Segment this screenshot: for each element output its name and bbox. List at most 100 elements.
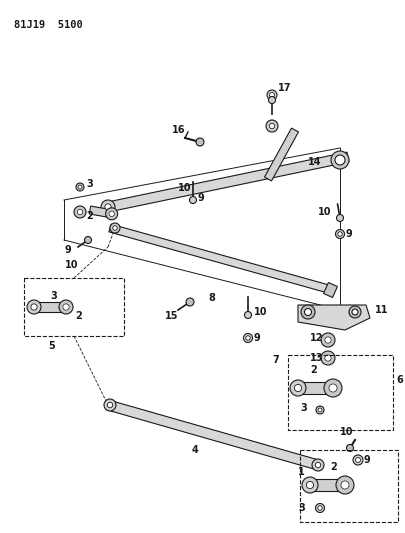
Text: 6: 6 — [395, 375, 402, 385]
Circle shape — [351, 309, 357, 315]
Text: 3: 3 — [50, 291, 57, 301]
Circle shape — [355, 457, 360, 463]
Circle shape — [266, 90, 276, 100]
Polygon shape — [89, 206, 112, 218]
Circle shape — [352, 455, 362, 465]
Circle shape — [63, 304, 69, 310]
Polygon shape — [107, 152, 348, 212]
Circle shape — [336, 214, 343, 222]
Text: 10: 10 — [65, 260, 78, 270]
Bar — [299, 450, 397, 522]
Circle shape — [301, 477, 317, 493]
Text: 5: 5 — [48, 341, 55, 351]
Circle shape — [74, 206, 86, 218]
Text: 8: 8 — [207, 293, 214, 303]
Circle shape — [311, 459, 323, 471]
Circle shape — [109, 211, 114, 216]
Circle shape — [78, 185, 82, 189]
Circle shape — [335, 230, 344, 238]
Text: 3: 3 — [86, 179, 92, 189]
Text: 9: 9 — [254, 333, 260, 343]
Circle shape — [185, 298, 194, 306]
Circle shape — [320, 351, 334, 365]
Circle shape — [196, 138, 203, 146]
Text: 2: 2 — [86, 211, 92, 221]
Text: 1: 1 — [297, 467, 304, 477]
Text: 2: 2 — [75, 311, 81, 321]
Circle shape — [304, 309, 311, 316]
Circle shape — [317, 408, 321, 412]
Polygon shape — [309, 479, 344, 491]
Text: 11: 11 — [374, 305, 388, 315]
Circle shape — [324, 337, 330, 343]
Circle shape — [189, 197, 196, 204]
Polygon shape — [297, 382, 332, 394]
Text: 13: 13 — [309, 353, 323, 363]
Circle shape — [328, 384, 336, 392]
Circle shape — [244, 311, 251, 319]
Circle shape — [113, 226, 117, 230]
Text: 9: 9 — [345, 229, 352, 239]
Text: 14: 14 — [307, 157, 321, 167]
Bar — [24, 278, 124, 336]
Circle shape — [243, 334, 252, 343]
Polygon shape — [34, 302, 66, 312]
Text: 7: 7 — [271, 355, 278, 365]
Circle shape — [337, 232, 341, 236]
Polygon shape — [323, 282, 337, 297]
Text: 3: 3 — [297, 503, 304, 513]
Circle shape — [269, 123, 274, 128]
Circle shape — [315, 406, 323, 414]
Polygon shape — [107, 400, 319, 470]
Circle shape — [76, 183, 84, 191]
Circle shape — [77, 209, 83, 215]
Circle shape — [335, 476, 353, 494]
Circle shape — [269, 93, 274, 98]
Circle shape — [101, 200, 115, 214]
Text: 10: 10 — [254, 307, 267, 317]
Text: 9: 9 — [363, 455, 370, 465]
Circle shape — [289, 380, 305, 396]
Text: 3: 3 — [299, 403, 306, 413]
Circle shape — [345, 445, 353, 451]
Circle shape — [324, 355, 330, 361]
Circle shape — [315, 504, 324, 513]
Circle shape — [348, 306, 360, 318]
Circle shape — [265, 120, 277, 132]
Circle shape — [110, 223, 120, 233]
Polygon shape — [264, 128, 298, 181]
Text: 81J19  5100: 81J19 5100 — [14, 20, 83, 30]
Circle shape — [315, 462, 320, 467]
Circle shape — [294, 384, 301, 392]
Circle shape — [104, 204, 111, 210]
Text: 2: 2 — [329, 462, 336, 472]
Circle shape — [334, 155, 344, 165]
Circle shape — [330, 151, 348, 169]
Circle shape — [27, 300, 41, 314]
Text: 9: 9 — [198, 193, 204, 203]
Circle shape — [300, 305, 314, 319]
Circle shape — [84, 237, 91, 244]
Circle shape — [105, 208, 117, 220]
Text: 16: 16 — [172, 125, 185, 135]
Circle shape — [317, 506, 322, 510]
Circle shape — [268, 96, 275, 103]
Text: 10: 10 — [317, 207, 331, 217]
Text: 12: 12 — [309, 333, 323, 343]
Text: 4: 4 — [192, 445, 198, 455]
Text: 10: 10 — [339, 427, 353, 437]
Circle shape — [306, 481, 313, 489]
Polygon shape — [109, 224, 332, 294]
Text: 2: 2 — [309, 365, 316, 375]
Text: 15: 15 — [164, 311, 178, 321]
Circle shape — [340, 481, 348, 489]
Circle shape — [31, 304, 37, 310]
Circle shape — [107, 402, 113, 408]
Polygon shape — [297, 305, 369, 330]
Text: 17: 17 — [277, 83, 291, 93]
Bar — [287, 355, 392, 430]
Text: 10: 10 — [177, 183, 191, 193]
Circle shape — [323, 379, 341, 397]
Circle shape — [320, 333, 334, 347]
Circle shape — [104, 399, 116, 411]
